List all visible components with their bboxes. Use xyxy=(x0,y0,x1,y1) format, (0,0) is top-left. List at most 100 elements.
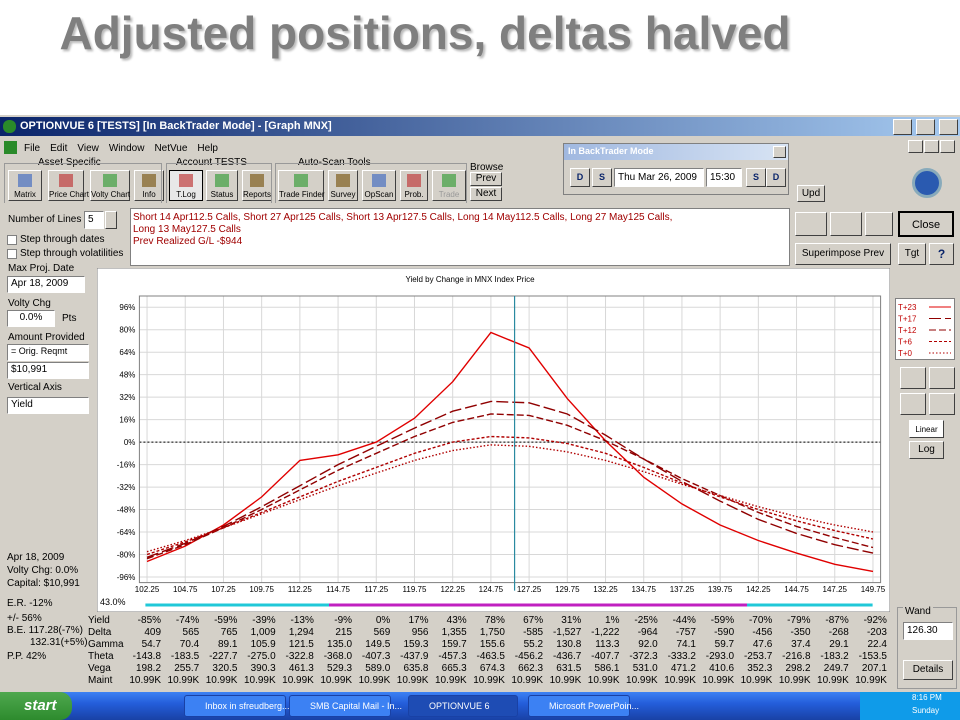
table-cell: 17% xyxy=(408,615,429,626)
series-line xyxy=(146,400,874,558)
table-cell: -143.8 xyxy=(132,651,162,662)
toolbar-icon xyxy=(294,174,308,187)
table-cell: 1,750 xyxy=(479,627,505,638)
arrow-button[interactable] xyxy=(795,212,827,236)
wand-field[interactable]: 126.30 xyxy=(903,622,953,640)
nav-arrow[interactable] xyxy=(929,393,955,415)
logo xyxy=(912,168,942,198)
arrow-button[interactable] xyxy=(830,212,862,236)
nav-button[interactable]: S xyxy=(592,168,612,187)
mdi-control[interactable] xyxy=(940,140,955,153)
legend-label: T+17 xyxy=(898,315,917,324)
table-cell: -407.7 xyxy=(591,651,620,662)
lines-field[interactable]: 5 xyxy=(84,211,104,229)
group-label: Account TESTS xyxy=(174,157,249,168)
dialog-close[interactable] xyxy=(773,146,786,158)
table-cell: -456 xyxy=(752,627,773,638)
table-cell: 1,355 xyxy=(441,627,467,638)
toolbar-icon xyxy=(59,174,73,187)
table-cell: -183.2 xyxy=(820,651,849,662)
details-button[interactable]: Details xyxy=(903,660,953,680)
task-button[interactable]: OPTIONVUE 6 xyxy=(408,695,518,717)
table-cell: 320.5 xyxy=(212,663,238,674)
linear-button[interactable]: Linear xyxy=(909,420,944,438)
x-tick-label: 149.75 xyxy=(861,585,886,594)
menu-item[interactable]: Help xyxy=(197,143,218,154)
table-cell: -1,222 xyxy=(591,627,620,638)
table-cell: -59% xyxy=(710,615,735,626)
amount-field[interactable]: $10,991 xyxy=(7,362,89,379)
y-tick-label: 64% xyxy=(119,348,135,357)
table-cell: 565 xyxy=(182,627,200,638)
toolbar-icon xyxy=(103,174,117,187)
x-tick-label: 109.75 xyxy=(249,585,274,594)
task-button[interactable]: Microsoft PowerPoin... xyxy=(528,695,639,717)
log-button[interactable]: Log xyxy=(909,441,944,459)
prob-label: 43.0% xyxy=(100,597,126,607)
table-cell: -436.7 xyxy=(552,651,582,662)
menu-item[interactable]: Edit xyxy=(50,143,68,154)
date-field[interactable]: Apr 18, 2009 xyxy=(7,276,85,293)
vaxis-select[interactable]: Yield xyxy=(7,397,89,414)
nav-arrow[interactable] xyxy=(900,367,926,389)
upd-button[interactable]: Upd xyxy=(797,185,825,202)
table-cell: 352.3 xyxy=(747,663,773,674)
x-tick-label: 112.25 xyxy=(288,585,312,594)
close-button[interactable]: Close xyxy=(898,211,954,237)
browse-button[interactable]: Next xyxy=(470,187,502,201)
table-cell: 74.1 xyxy=(676,639,696,650)
menu-item[interactable]: File xyxy=(24,143,41,154)
table-cell: 765 xyxy=(220,627,238,638)
y-tick-label: 96% xyxy=(119,303,135,312)
label: Step through volatilities xyxy=(20,248,124,259)
menu-item[interactable]: Window xyxy=(108,143,145,154)
table-cell: 10.99K xyxy=(817,675,849,686)
table-cell: 59.7 xyxy=(714,639,735,650)
toolbar-icon xyxy=(336,174,350,187)
mdi-control[interactable] xyxy=(908,140,923,153)
x-tick-label: 147.25 xyxy=(823,585,848,594)
y-tick-label: -32% xyxy=(117,483,136,492)
table-cell: 674.3 xyxy=(479,663,505,674)
nav-arrow[interactable] xyxy=(929,367,955,389)
table-cell: 255.7 xyxy=(174,663,200,674)
mdi-control[interactable] xyxy=(924,140,939,153)
table-cell: -85% xyxy=(137,615,162,626)
nav-button[interactable]: D xyxy=(766,168,786,187)
task-button[interactable]: Inbox in sfreudberg... xyxy=(184,695,290,717)
nav-button[interactable]: S xyxy=(746,168,766,187)
date-field[interactable]: Thu Mar 26, 2009 xyxy=(614,168,704,187)
legend xyxy=(895,298,955,360)
y-tick-label: -80% xyxy=(117,551,136,560)
time-field[interactable]: 15:30 xyxy=(706,168,742,187)
delete-button[interactable] xyxy=(865,212,893,236)
window-control[interactable] xyxy=(939,119,958,135)
amount-select[interactable]: = Orig. Reqmt xyxy=(7,344,89,361)
table-cell: 665.3 xyxy=(441,663,467,674)
checkbox[interactable] xyxy=(7,249,17,259)
x-tick-label: 102.25 xyxy=(135,585,160,594)
checkbox[interactable] xyxy=(7,235,17,245)
task-button[interactable]: SMB Capital Mail - In... xyxy=(289,695,402,717)
position-line: Long 13 May127.5 Calls xyxy=(133,224,241,235)
table-cell: 10.99K xyxy=(282,675,314,686)
window-control[interactable] xyxy=(893,119,912,135)
table-cell: 1% xyxy=(605,615,620,626)
nav-arrow[interactable] xyxy=(900,393,926,415)
table-cell: 10.99K xyxy=(664,675,696,686)
menu-item[interactable]: NetVue xyxy=(154,143,188,154)
browse-button[interactable]: Prev xyxy=(470,172,502,186)
menu-item[interactable]: View xyxy=(77,143,99,154)
start-button[interactable]: start xyxy=(0,692,72,720)
nav-button[interactable]: D xyxy=(570,168,590,187)
volty-field[interactable]: 0.0% xyxy=(7,310,55,327)
table-cell: 29.1 xyxy=(829,639,849,650)
table-cell: 586.1 xyxy=(594,663,620,674)
summary-line: E.R. -12% xyxy=(7,598,53,609)
help-button[interactable]: ? xyxy=(929,243,954,265)
tgt-button[interactable]: Tgt xyxy=(898,243,926,265)
spinner[interactable] xyxy=(105,211,117,229)
window-control[interactable] xyxy=(916,119,935,135)
superimpose-button[interactable]: Superimpose Prev xyxy=(795,243,891,265)
